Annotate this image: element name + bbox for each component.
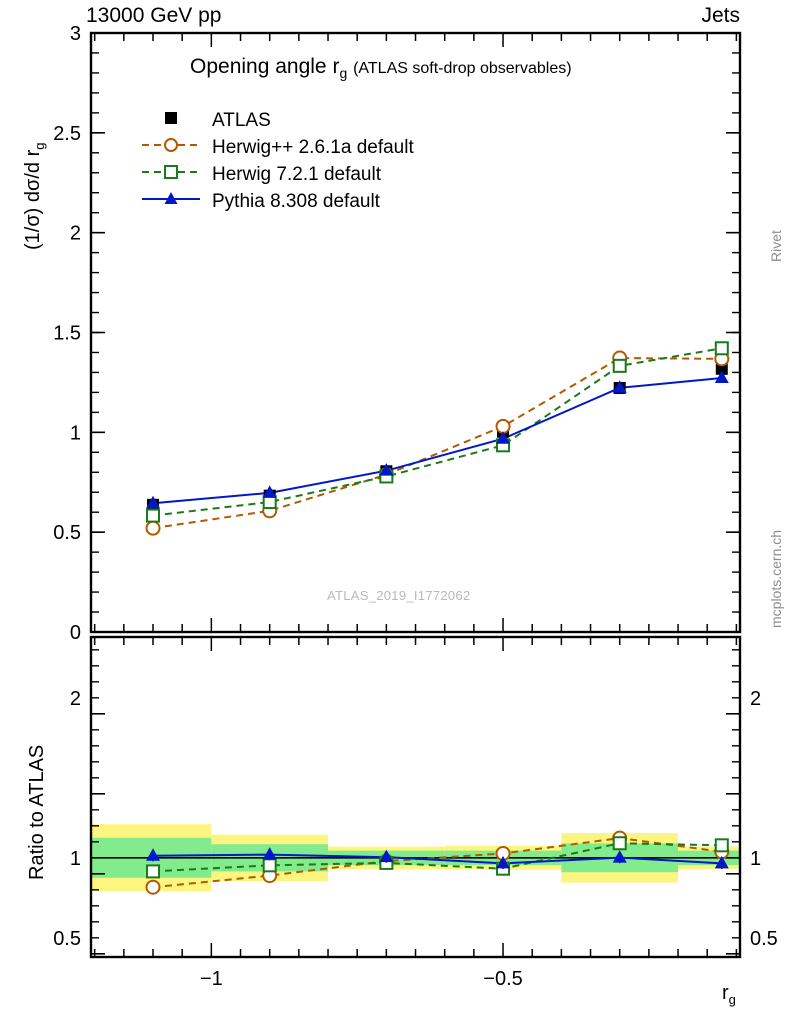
legend-label-2: Herwig++ 2.6.1a default — [212, 137, 414, 158]
data-line — [152, 842, 722, 873]
marker-square-open — [146, 508, 161, 523]
main-ytick-label: 1 — [70, 422, 81, 444]
ratio-ytick-label-right: 1 — [750, 848, 761, 870]
legend-label-3: Herwig 7.2.1 default — [212, 164, 381, 185]
legend-label-4: Pythia 8.308 default — [212, 191, 380, 212]
main-ytick-label: 0 — [70, 622, 81, 644]
ratio-plot-frame — [89, 635, 742, 959]
marker-square-open — [612, 358, 627, 373]
marker-square-open — [262, 858, 277, 873]
legend-marker-glyph — [164, 138, 178, 152]
data-line — [152, 347, 722, 517]
legend-marker-glyph — [165, 112, 177, 124]
legend-marker-glyph — [164, 192, 178, 204]
marker-triangle — [612, 380, 627, 393]
plot-title-paren: (ATLAS soft-drop observables) — [353, 60, 572, 77]
marker-circle-open — [145, 520, 161, 536]
legend-marker-1 — [165, 112, 177, 124]
main-ytick-label: 0.5 — [53, 522, 81, 544]
xtick-label: −0.5 — [483, 968, 522, 990]
marker-triangle — [496, 431, 511, 444]
marker-square-open — [714, 838, 729, 853]
marker-circle-open — [145, 879, 161, 895]
data-line — [152, 377, 722, 505]
plot-title: Opening angle rg (ATLAS soft-drop observ… — [190, 55, 572, 81]
legend-marker-4 — [142, 192, 200, 204]
marker-triangle — [262, 847, 277, 860]
marker-square-open — [146, 864, 161, 879]
ratio-ytick-label-left: 2 — [70, 688, 81, 710]
marker-square — [715, 362, 728, 375]
marker-circle-open — [495, 418, 511, 434]
xtick-label: −1 — [200, 968, 223, 990]
main-ytick-label: 1.5 — [53, 323, 81, 345]
main-ytick-label: 2.5 — [53, 123, 81, 145]
marker-triangle — [262, 485, 277, 498]
xaxis-label-sub: g — [728, 992, 736, 1007]
marker-triangle — [379, 463, 394, 476]
main-ytick-label: 2 — [70, 223, 81, 245]
header-left: 13000 GeV pp — [86, 4, 222, 27]
dataset-watermark: ATLAS_2019_I1772062 — [327, 588, 471, 603]
marker-triangle — [379, 849, 394, 863]
legend-marker-glyph — [164, 165, 178, 179]
marker-square-open — [612, 836, 627, 851]
marker-triangle — [496, 855, 511, 869]
legend-label-1: ATLAS — [212, 110, 271, 131]
legend-marker-2 — [142, 138, 200, 152]
data-line — [152, 357, 722, 530]
marker-square-open — [714, 341, 729, 356]
data-line — [152, 837, 722, 889]
ratio-ytick-label-right: 0.5 — [750, 928, 778, 950]
main-ytick-label: 3 — [70, 23, 81, 45]
plot-title-sub: g — [339, 65, 348, 82]
data-line — [153, 853, 722, 865]
plot-title-main: Opening angle r — [190, 55, 340, 78]
ratio-ytick-label-left: 1 — [70, 848, 81, 870]
ratio-ytick-label-right: 2 — [750, 688, 761, 710]
marker-triangle — [714, 855, 729, 869]
legend-marker-3 — [142, 165, 200, 179]
marker-triangle — [612, 850, 627, 863]
marker-triangle — [146, 848, 161, 861]
header-right: Jets — [701, 4, 740, 27]
ratio-ytick-label-left: 0.5 — [53, 928, 81, 950]
marker-triangle — [714, 370, 729, 384]
xaxis-label-text: r — [722, 982, 729, 1004]
xaxis-label: rg — [722, 982, 736, 1007]
marker-triangle — [146, 495, 161, 509]
